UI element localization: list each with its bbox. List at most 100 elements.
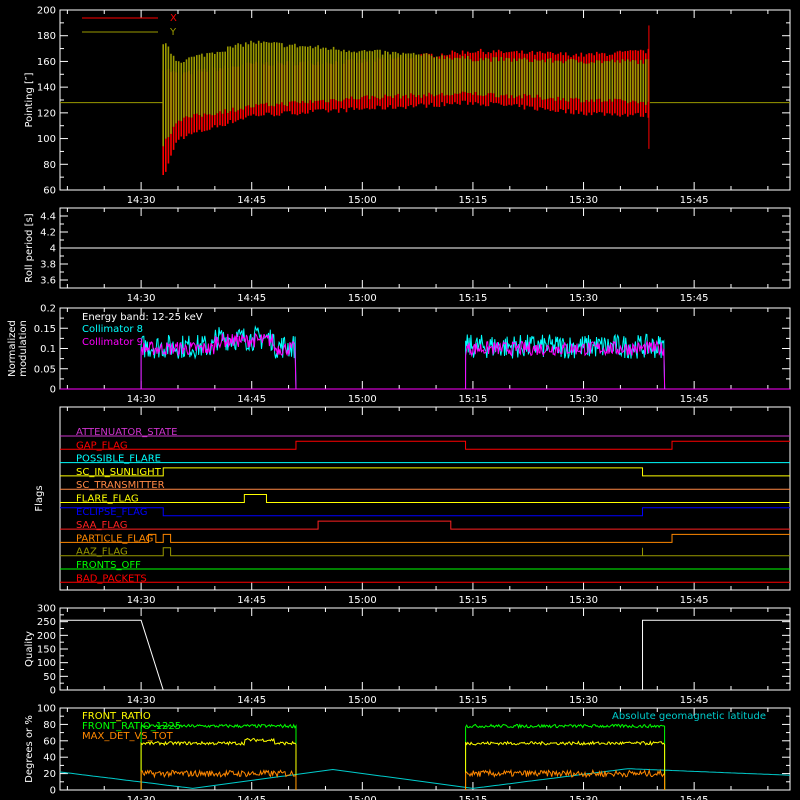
y-axis-title: Quality [24,631,35,667]
pointing-panel: 14:30 14:45 15:00 15:15 15:30 15:45 60 80 100 120… [24,6,791,206]
x-tick-label: 14:30 [127,695,156,706]
y-tick-label: 0 [50,786,56,797]
x-tick-label: 15:30 [569,695,598,706]
y-tick-label: 250 [37,617,56,628]
y-axis-title: Pointing [″] [24,72,35,127]
legend-label: Collimator 9 [82,337,143,348]
x-tick-label: 15:30 [569,595,598,606]
x-tick-label: 14:45 [237,595,266,606]
flag-saa-flag [60,520,790,530]
flag-label: AAZ_FLAG [76,547,128,558]
legend-label: Collimator 8 [82,324,143,335]
y-tick-label: 20 [43,769,56,780]
y-axis-title: Degrees or % [24,715,35,783]
x-tick-label: 15:00 [348,394,377,405]
x-tick-label: 15:45 [680,595,709,606]
x-tick-label: 14:30 [127,795,156,800]
series-max-det-vs-tot [465,768,666,791]
legend-label: X [170,13,177,24]
flag-label: ATTENUATOR_STATE [76,427,177,438]
series-collimator-9 [140,332,297,390]
x-tick-label: 15:00 [348,595,377,606]
x-tick-label: 15:30 [569,795,598,800]
x-tick-label: 15:45 [680,195,709,206]
x-tick-label: 14:30 [127,595,156,606]
flag-label: GAP_FLAG [76,440,128,451]
y-axis-title: Flags [34,485,45,511]
series-geomagnetic-latitude [59,768,791,789]
y-tick-label: 40 [43,753,56,764]
legend-label: MAX_DET_VS_TOT [82,731,174,742]
x-tick-label: 14:30 [127,394,156,405]
flag-label: POSSIBLE_FLARE [76,454,161,465]
x-tick-label: 14:30 [127,293,156,304]
x-tick-label: 15:30 [569,394,598,405]
x-tick-label: 15:45 [680,695,709,706]
y-tick-label: 120 [37,108,56,119]
flag-eclipse-flag [60,507,790,517]
y-tick-label: 4 [50,244,56,255]
series-front-ratio [465,740,666,791]
y-tick-label: 50 [43,672,56,683]
flag-particle-flag [60,533,790,543]
legend-label: Y [169,27,177,38]
x-tick-label: 15:00 [348,293,377,304]
y-tick-label: 150 [37,645,56,656]
flag-label: SAA_FLAG [76,520,127,531]
y-axis-title: Normalizedmodulation [7,320,29,377]
quality-line [60,619,790,691]
flag-label: FRONTS_OFF [76,560,141,571]
y-axis-title: Roll period [s] [24,213,35,282]
y-tick-label: 0.2 [40,304,56,315]
y-tick-label: 200 [37,6,56,17]
x-tick-label: 15:45 [680,394,709,405]
x-tick-label: 14:30 [127,195,156,206]
y-tick-label: 100 [37,658,56,669]
legend-label: FRONT_RATIO [82,711,151,722]
y-tick-label: 100 [37,134,56,145]
legend-label: FRONT_RATIO_1225 [82,721,181,732]
x-tick-label: 15:45 [680,293,709,304]
y-tick-label: 60 [43,736,56,747]
roll-period-panel: 14:30 14:45 15:00 15:15 15:30 15:45 3.6 3.8 4 4.2… [24,207,791,304]
axes-frame [59,406,791,591]
x-tick-label: 15:00 [348,695,377,706]
flag-label: BAD_PACKETS [76,573,147,584]
flag-label: FLARE_FLAG [76,494,139,505]
modulation-panel: 14:30 14:45 15:00 15:15 15:30 15:45 0 0.05 0.1 0.… [7,304,791,405]
y-tick-label: 3.8 [40,260,56,271]
flag-sc-in-sunlight [60,467,790,477]
x-tick-label: 14:45 [237,795,266,800]
quality-panel: 14:30 14:45 15:00 15:15 15:30 15:45 0 50 100 150 2… [24,604,791,706]
y-tick-label: 0 [50,686,56,697]
ratios-panel: 14:30 14:45 15:00 15:15 15:30 15:45 0 20 40 60 80 1… [24,704,791,800]
flag-flare-flag [60,494,790,503]
x-tick-label: 14:45 [237,195,266,206]
y-tick-label: 140 [37,83,56,94]
x-tick-label: 15:15 [459,695,488,706]
y-tick-label: 3.6 [40,276,56,287]
flag-gap-flag [60,440,790,450]
flag-label: SC_TRANSMITTER [76,480,165,491]
series-front-ratio-1225 [140,723,297,791]
x-tick-label: 14:45 [237,293,266,304]
x-tick-label: 15:15 [459,595,488,606]
y-tick-label: 4.4 [40,212,56,223]
y-tick-label: 100 [37,704,56,715]
y-tick-label: 200 [37,631,56,642]
x-tick-label: 15:00 [348,195,377,206]
flag-label: PARTICLE_FLAG [76,533,153,544]
y-tick-label: 80 [43,720,56,731]
x-tick-label: 15:15 [459,795,488,800]
series-y-band [162,40,650,147]
x-tick-label: 15:15 [459,293,488,304]
flag-label: SC_IN_SUNLIGHT [76,467,162,478]
series-collimator-9 [465,339,666,390]
y-tick-label: 0.1 [40,344,56,355]
x-tick-label: 15:00 [348,795,377,800]
flags-panel: 14:30 14:45 15:00 15:15 15:30 15:45 Flags ATTEN… [34,406,791,606]
legend-label: Absolute geomagnetic latitude [612,711,766,722]
x-tick-label: 15:45 [680,795,709,800]
